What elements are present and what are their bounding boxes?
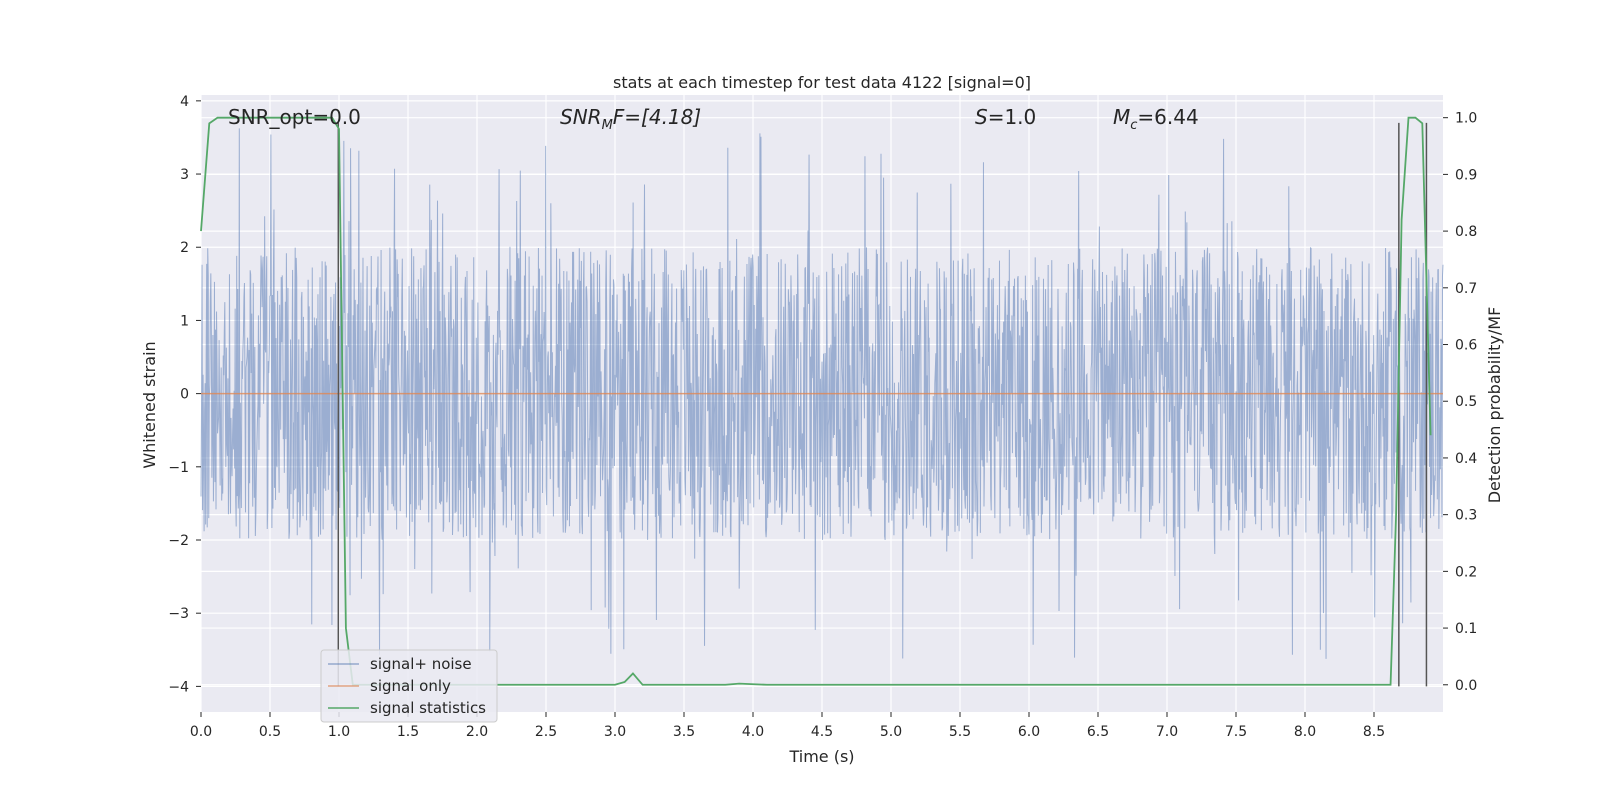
chart-title: stats at each timestep for test data 412… (613, 73, 1031, 92)
x-tick-label: 8.0 (1294, 724, 1316, 740)
y2-axis-title: Detection probability/MF (1485, 307, 1504, 504)
y-axis-title: Whitened strain (140, 341, 159, 468)
y-tick-label: 3 (180, 167, 189, 183)
x-tick-label: 0.5 (259, 724, 281, 740)
annotation-snr-opt: SNR_opt=0.0 (228, 105, 361, 129)
y-tick-label: −2 (168, 533, 189, 549)
y-tick-label: 2 (180, 240, 189, 256)
noise-trace (200, 128, 1444, 659)
x-tick-label: 0.0 (190, 724, 212, 740)
legend: signal+ noise signal only signal statist… (320, 649, 498, 723)
x-tick-label: 3.5 (673, 724, 695, 740)
legend-box (320, 649, 498, 723)
legend-label-signal-only: signal only (370, 677, 451, 695)
x-tick-label: 4.0 (742, 724, 764, 740)
y2-tick-label: 0.1 (1455, 621, 1477, 637)
x-tick-label: 8.5 (1363, 724, 1385, 740)
y-tick-label: −4 (168, 679, 189, 695)
legend-label-statistics: signal statistics (370, 699, 486, 717)
y2-tick-label: 1.0 (1455, 111, 1477, 127)
y2-tick-label: 0.8 (1455, 224, 1477, 240)
x-tick-label: 6.5 (1087, 724, 1109, 740)
x-axis-title: Time (s) (788, 747, 854, 766)
annotation-snr-mf: SNRMF=[4.18] (560, 105, 701, 133)
y-tick-label: 0 (180, 387, 189, 403)
x-axis-ticks: 0.0 0.5 1.0 1.5 2.0 2.5 3.0 3.5 4.0 4.5 5.0 5.5 6.0 6… (190, 712, 1385, 740)
y2-tick-label: 0.4 (1455, 451, 1477, 467)
x-tick-label: 6.0 (1018, 724, 1040, 740)
x-tick-label: 7.0 (1156, 724, 1178, 740)
y-tick-label: 1 (180, 313, 189, 329)
x-tick-label: 5.0 (880, 724, 902, 740)
y-tick-label: 4 (180, 94, 189, 110)
y-tick-label: −3 (168, 606, 189, 622)
x-tick-label: 4.5 (811, 724, 833, 740)
mc-symbol: M (1113, 105, 1130, 129)
x-tick-label: 7.5 (1225, 724, 1247, 740)
snr-mf-prefix: SNR (560, 105, 602, 129)
x-tick-label: 3.0 (604, 724, 626, 740)
snr-mf-value: F=[4.18] (613, 105, 701, 129)
mc-subscript: c (1130, 118, 1137, 133)
x-tick-label: 1.0 (328, 724, 350, 740)
statistics-trace (200, 116, 1432, 686)
y-tick-label: −1 (168, 460, 189, 476)
x-tick-label: 1.5 (397, 724, 419, 740)
series-signal-noise (200, 128, 1444, 659)
y2-tick-label: 0.5 (1455, 394, 1477, 410)
snr-mf-subscript: M (602, 118, 613, 133)
y2-tick-label: 0.9 (1455, 167, 1477, 183)
s-value: =1.0 (988, 105, 1037, 129)
annotation-s: S=1.0 (975, 105, 1036, 129)
x-tick-label: 5.5 (949, 724, 971, 740)
y-axis-ticks: 4 3 2 1 0 −1 −2 −3 −4 (168, 94, 201, 695)
x-tick-label: 2.5 (535, 724, 557, 740)
mc-value: =6.44 (1137, 105, 1198, 129)
y2-axis-ticks: 1.0 0.9 0.8 0.7 0.6 0.5 0.4 0.3 0.2 0.1 0.0 (1443, 111, 1477, 694)
y2-tick-label: 0.0 (1455, 678, 1477, 694)
annotation-mc: Mc=6.44 (1113, 105, 1199, 133)
s-symbol: S (975, 105, 988, 129)
y2-tick-label: 0.7 (1455, 281, 1477, 297)
y2-tick-label: 0.3 (1455, 508, 1477, 524)
legend-label-noise: signal+ noise (370, 655, 472, 673)
y2-tick-label: 0.6 (1455, 338, 1477, 354)
y2-tick-label: 0.2 (1455, 564, 1477, 580)
x-tick-label: 2.0 (466, 724, 488, 740)
series-signal-statistics (200, 116, 1432, 686)
